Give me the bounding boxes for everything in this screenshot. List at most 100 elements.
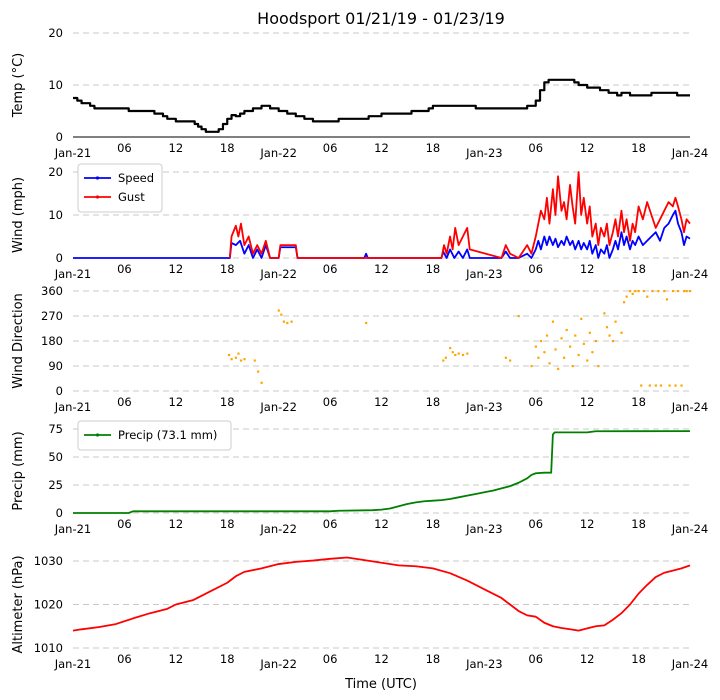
x-tick-label: 06 xyxy=(528,652,543,666)
y-tick-label: 75 xyxy=(48,422,63,436)
y-tick-label: 0 xyxy=(56,251,63,265)
data-point xyxy=(597,365,600,368)
x-tick-label: 18 xyxy=(220,395,235,409)
x-tick-label: 06 xyxy=(117,141,132,155)
x-tick-label: Jan-24 xyxy=(671,400,709,414)
panel-3: 0 90 180 270 360 Wind Direction Jan-21 06 12 18 Ja… xyxy=(11,284,708,414)
x-tick-label: 12 xyxy=(169,517,184,531)
x-tick-label: 06 xyxy=(117,652,132,666)
data-point xyxy=(637,290,640,293)
x-tick-label: 18 xyxy=(426,517,441,531)
x-tick-label: 18 xyxy=(220,652,235,666)
data-point xyxy=(442,359,445,362)
data-point xyxy=(277,309,280,312)
data-point xyxy=(237,352,240,355)
panel-4: 0 25 50 75 Precip (mm) Jan-21 06 12 18 Jan-22 06 12… xyxy=(11,420,708,536)
x-tick-label: Jan-22 xyxy=(259,657,297,671)
y-tick-label: 20 xyxy=(48,165,63,179)
x-tick-label: Jan-23 xyxy=(465,146,503,160)
series-line xyxy=(73,78,690,133)
x-tick-label: 12 xyxy=(374,262,389,276)
y-tick-label: 90 xyxy=(48,359,63,373)
x-tick-label: 06 xyxy=(117,395,132,409)
data-point xyxy=(243,358,246,361)
x-tick-label: Jan-24 xyxy=(671,657,709,671)
x-tick-label: Jan-24 xyxy=(671,267,709,281)
data-point xyxy=(517,315,520,318)
data-point xyxy=(545,334,549,337)
x-tick-label: 12 xyxy=(580,517,595,531)
legend-marker xyxy=(95,195,100,199)
data-point xyxy=(548,362,551,365)
data-point xyxy=(230,358,233,361)
series-1 xyxy=(227,290,692,387)
data-point xyxy=(253,359,256,362)
x-tick-label: 18 xyxy=(631,141,646,155)
series-line xyxy=(72,556,691,632)
legend-label: Gust xyxy=(118,190,145,204)
x-tick-label: 06 xyxy=(528,517,543,531)
data-point xyxy=(591,351,594,354)
data-point xyxy=(594,340,597,343)
data-point xyxy=(282,320,286,323)
data-point xyxy=(543,351,546,354)
data-point xyxy=(234,356,238,359)
data-point xyxy=(608,334,611,337)
y-axis-label: Altimeter (hPa) xyxy=(11,555,26,653)
data-point xyxy=(659,384,663,387)
data-point xyxy=(457,352,460,355)
data-point xyxy=(665,298,669,301)
x-tick-label: 18 xyxy=(631,262,646,276)
data-point xyxy=(677,290,680,293)
data-point xyxy=(534,345,537,348)
x-tick-label: 18 xyxy=(426,262,441,276)
y-tick-label: 20 xyxy=(48,26,63,40)
x-tick-label: 06 xyxy=(117,517,132,531)
data-point xyxy=(657,290,660,293)
data-point xyxy=(642,290,645,293)
x-tick-label: Jan-23 xyxy=(465,267,503,281)
panel-5: 1010 1020 1030 Altimeter (hPa) Jan-21 06 12 18 J… xyxy=(11,554,708,671)
x-tick-label: 18 xyxy=(220,517,235,531)
y-tick-label: 10 xyxy=(48,208,63,222)
data-point xyxy=(580,317,583,320)
legend-marker xyxy=(95,433,100,437)
data-point xyxy=(648,384,651,387)
figure-title: Hoodsport 01/21/19 - 01/23/19 xyxy=(257,9,505,28)
data-point xyxy=(551,320,555,323)
data-point xyxy=(629,290,632,293)
y-tick-label: 180 xyxy=(41,334,63,348)
data-point xyxy=(461,353,465,357)
data-point xyxy=(620,331,623,334)
x-tick-label: 06 xyxy=(528,262,543,276)
x-tick-label: 18 xyxy=(220,262,235,276)
data-point xyxy=(286,321,289,325)
data-point xyxy=(603,312,606,315)
x-tick-label: 12 xyxy=(580,395,595,409)
data-point xyxy=(614,320,617,323)
data-point xyxy=(663,290,666,293)
data-point xyxy=(685,290,688,293)
x-tick-label: 12 xyxy=(169,395,184,409)
data-point xyxy=(588,331,591,334)
data-point xyxy=(651,290,654,293)
x-tick-label: 18 xyxy=(631,652,646,666)
data-point xyxy=(239,359,243,362)
data-point xyxy=(569,345,572,348)
x-tick-label: Jan-21 xyxy=(54,267,92,281)
x-tick-label: 12 xyxy=(169,141,184,155)
x-tick-label: 06 xyxy=(323,262,338,276)
series-line xyxy=(228,171,691,259)
data-point xyxy=(227,353,231,357)
x-tick-label: 12 xyxy=(374,517,389,531)
data-point xyxy=(444,356,447,359)
x-tick-label: 12 xyxy=(169,262,184,276)
x-tick-label: 12 xyxy=(580,141,595,155)
y-tick-label: 1030 xyxy=(34,554,63,568)
data-point xyxy=(634,290,637,293)
data-point xyxy=(451,351,454,354)
x-tick-label: 06 xyxy=(528,395,543,409)
y-tick-label: 1020 xyxy=(34,598,63,612)
x-tick-label: 12 xyxy=(580,652,595,666)
data-point xyxy=(260,381,263,384)
